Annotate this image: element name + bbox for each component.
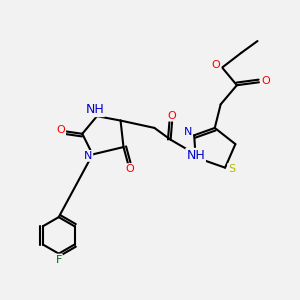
Text: O: O xyxy=(261,76,270,86)
Text: NH: NH xyxy=(85,103,104,116)
Text: N: N xyxy=(84,151,92,161)
Text: O: O xyxy=(168,110,176,121)
Text: O: O xyxy=(56,125,65,135)
Text: F: F xyxy=(56,254,62,265)
Text: O: O xyxy=(125,164,134,174)
Text: NH: NH xyxy=(186,149,205,162)
Text: N: N xyxy=(184,127,192,137)
Text: S: S xyxy=(228,164,235,174)
Text: O: O xyxy=(212,60,220,70)
